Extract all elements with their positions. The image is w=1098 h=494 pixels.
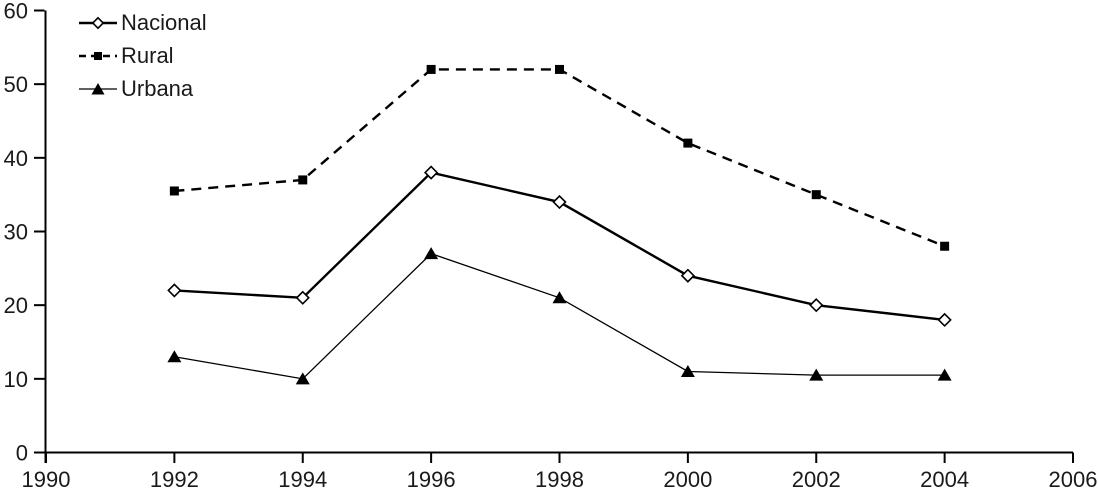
series-rural-marker xyxy=(169,186,179,196)
series-rural-marker xyxy=(940,241,950,251)
x-tick-label: 1996 xyxy=(407,467,456,492)
y-tick-label: 30 xyxy=(4,220,28,245)
series-rural-marker xyxy=(555,64,564,74)
legend-label-rural: Rural xyxy=(121,42,174,68)
series-rural-marker xyxy=(298,175,308,185)
x-tick-label: 2002 xyxy=(792,467,841,492)
series-nacional-marker xyxy=(937,312,952,328)
series-urbana-marker xyxy=(424,247,439,260)
nacional-line-sample-icon xyxy=(79,16,117,29)
series-nacional-marker xyxy=(423,165,439,180)
series-urbana-marker xyxy=(809,368,824,381)
x-tick-label: 1998 xyxy=(535,467,584,492)
legend: Nacional Rural Urbana xyxy=(78,6,207,105)
x-tick-label: 2000 xyxy=(663,467,712,492)
series-nacional-marker xyxy=(295,290,310,305)
x-tick-label: 1994 xyxy=(278,467,327,492)
series-rural-line xyxy=(174,68,946,248)
series-urbana-marker xyxy=(167,350,182,363)
y-tick-label: 0 xyxy=(16,441,28,466)
series-rural-marker xyxy=(811,190,821,200)
urbana-line-sample-icon xyxy=(79,82,117,94)
legend-label-nacional: Nacional xyxy=(121,9,207,35)
x-tick-label: 2006 xyxy=(1049,467,1098,492)
y-tick-label: 50 xyxy=(4,72,28,97)
rural-line-sample-icon xyxy=(79,51,117,60)
legend-label-urbana: Urbana xyxy=(121,75,194,101)
series-urbana-marker xyxy=(680,364,695,377)
series-nacional-marker xyxy=(809,298,824,313)
legend-item-urbana: Urbana xyxy=(78,72,207,105)
series-nacional-marker xyxy=(552,194,567,210)
series-rural-marker xyxy=(683,138,693,148)
series-urbana-marker xyxy=(937,368,952,381)
legend-item-rural: Rural xyxy=(78,39,207,72)
x-tick-label: 1990 xyxy=(22,467,71,492)
series-nacional-marker xyxy=(167,283,182,298)
x-tick-label: 1992 xyxy=(150,467,199,492)
series-urbana-marker xyxy=(552,291,567,304)
x-tick-label: 2004 xyxy=(920,467,969,492)
y-tick-label: 20 xyxy=(4,293,28,318)
y-tick-label: 60 xyxy=(4,0,28,24)
series-nacional-marker xyxy=(680,268,696,283)
y-tick-label: 10 xyxy=(4,367,28,392)
series-rural-marker xyxy=(426,64,436,74)
legend-item-nacional: Nacional xyxy=(78,6,207,39)
series-urbana-line xyxy=(174,252,945,380)
series-urbana-marker xyxy=(295,372,310,385)
y-tick-label: 40 xyxy=(4,146,28,171)
